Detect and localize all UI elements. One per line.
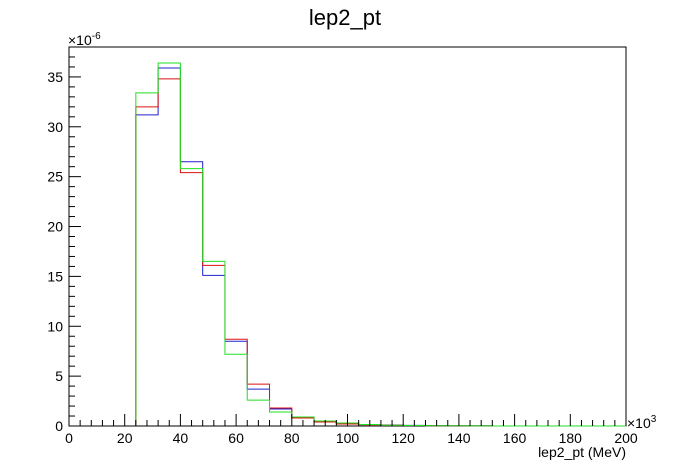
x-tick-label: 200	[614, 430, 638, 446]
histogram-series-1	[135, 67, 626, 427]
y-tick-label: 25	[47, 169, 63, 185]
x-tick-label: 40	[173, 430, 189, 446]
plot-frame	[68, 46, 627, 427]
x-tick-label: 60	[228, 430, 244, 446]
x-tick-label: 180	[559, 430, 583, 446]
histogram-series-3	[135, 62, 626, 427]
y-tick-label: 15	[47, 268, 63, 284]
y-tick-label: 0	[55, 418, 63, 434]
y-tick-label: 10	[47, 318, 63, 334]
x-tick-label: 100	[336, 430, 360, 446]
y-axis-multiplier: ×10-6	[68, 31, 101, 48]
histogram-series-2	[135, 78, 626, 427]
x-tick-label: 160	[503, 430, 527, 446]
y-tick-label: 20	[47, 219, 63, 235]
x-tick-label: 0	[65, 430, 73, 446]
chart-title: lep2_pt	[309, 5, 381, 30]
x-tick-label: 20	[117, 430, 133, 446]
y-tick-label: 35	[47, 69, 63, 85]
x-tick-label: 140	[447, 430, 471, 446]
x-axis-multiplier: ×103	[627, 414, 657, 431]
x-tick-label: 80	[284, 430, 300, 446]
y-tick-label: 5	[55, 368, 63, 384]
x-axis-title: lep2_pt (MeV)	[538, 444, 626, 460]
y-tick-label: 30	[47, 119, 63, 135]
x-tick-label: 120	[392, 430, 416, 446]
